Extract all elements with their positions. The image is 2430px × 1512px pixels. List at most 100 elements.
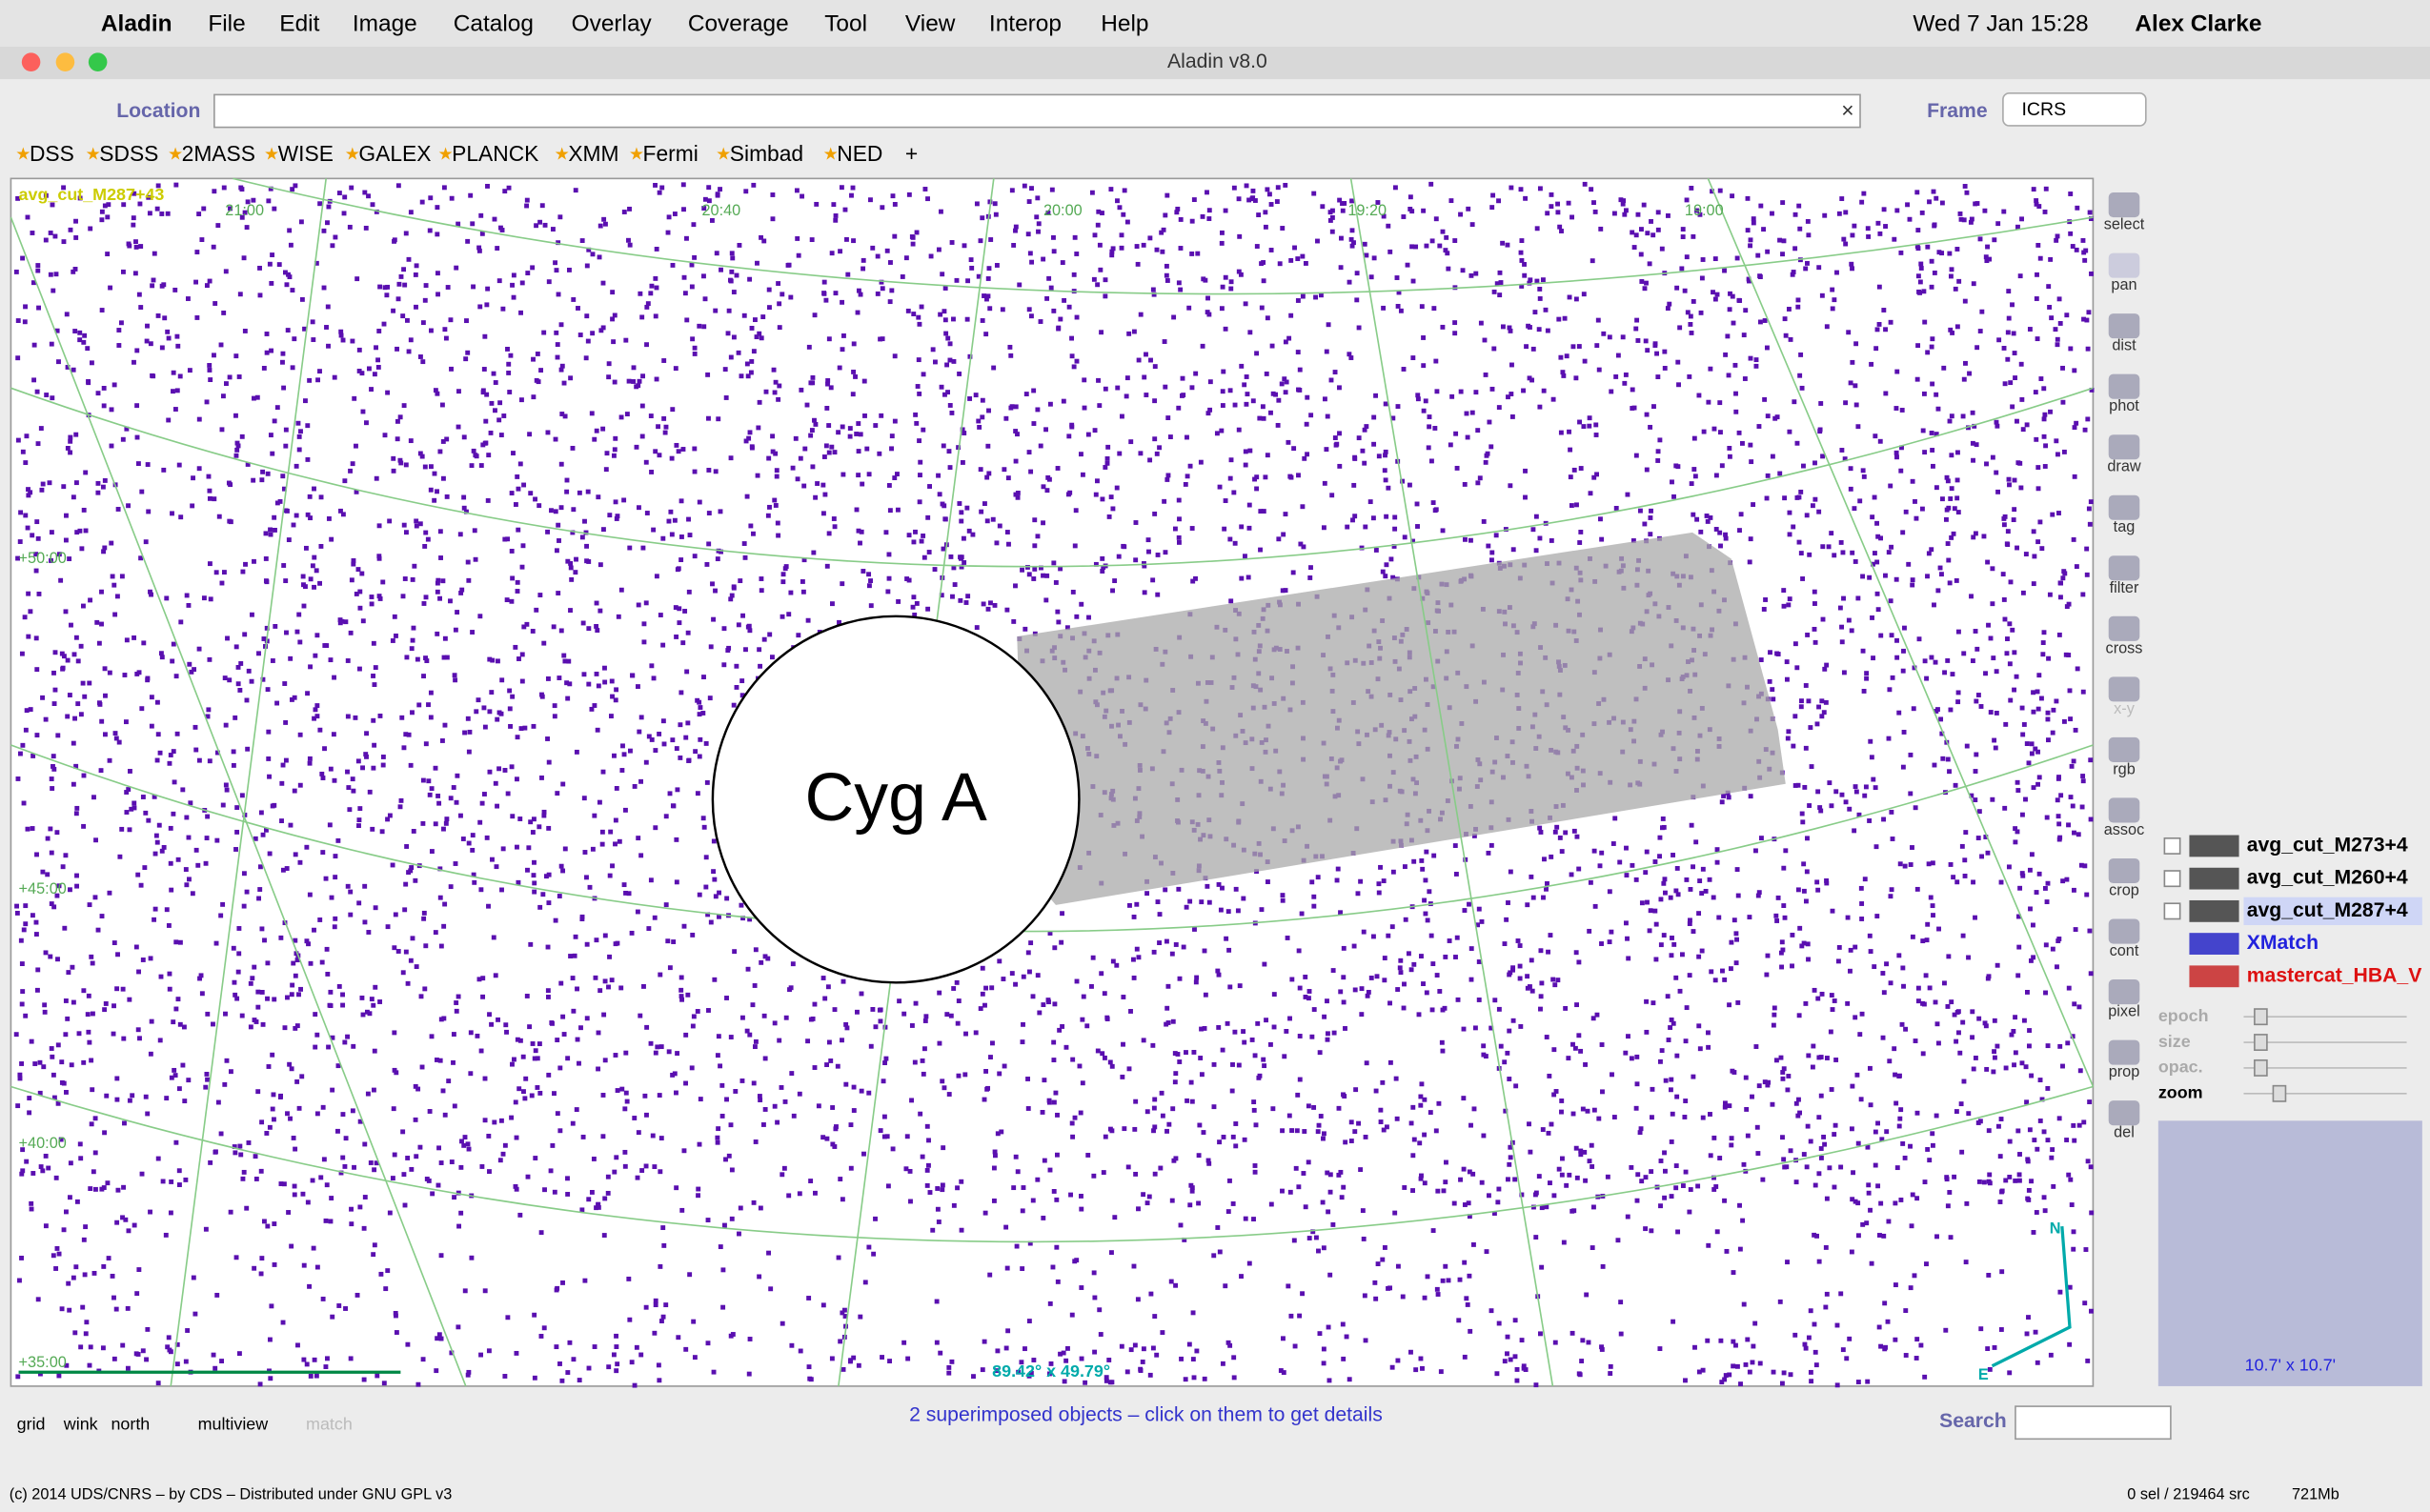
survey-star: ★ [555, 145, 570, 164]
tool-icon[interactable] [2109, 253, 2140, 278]
layer-name[interactable]: avg_cut_M273+4 [2247, 835, 2408, 857]
menu-item[interactable]: View [905, 11, 956, 37]
search-input[interactable] [2015, 1406, 2171, 1439]
menu-item[interactable]: File [208, 11, 245, 37]
slider-thumb[interactable] [2273, 1086, 2285, 1101]
menu-item[interactable]: Overlay [572, 11, 653, 37]
bottom-tool[interactable]: wink [63, 1414, 98, 1433]
tool-label[interactable]: pan [2111, 276, 2136, 293]
slider-label: size [2158, 1032, 2191, 1051]
tool-label[interactable]: x-y [2114, 700, 2136, 717]
bottom-tool[interactable]: match [306, 1414, 353, 1433]
layer-name[interactable]: avg_cut_M287+4 [2247, 899, 2408, 921]
tool-label[interactable]: cont [2110, 942, 2139, 959]
dec-label: +45:00 [19, 880, 67, 897]
tool-label[interactable]: prop [2109, 1063, 2140, 1080]
add-survey[interactable]: + [905, 141, 918, 166]
clear-icon[interactable]: × [1841, 97, 1853, 122]
tool-icon[interactable] [2109, 495, 2140, 520]
survey-button[interactable]: Fermi [643, 141, 699, 166]
survey-button[interactable]: DSS [30, 141, 74, 166]
tool-label[interactable]: draw [2107, 458, 2141, 475]
image-label: avg_cut_M287+43 [19, 185, 165, 204]
close-button[interactable] [22, 52, 41, 71]
tool-label[interactable]: tag [2114, 518, 2136, 535]
tool-icon[interactable] [2109, 676, 2140, 701]
tool-icon[interactable] [2109, 616, 2140, 641]
tool-label[interactable]: phot [2109, 397, 2139, 414]
survey-button[interactable]: PLANCK [452, 141, 538, 166]
dec-label: +50:00 [19, 550, 67, 567]
tool-icon[interactable] [2109, 374, 2140, 399]
layer-name[interactable]: avg_cut_M260+4 [2247, 867, 2408, 889]
copyright: (c) 2014 UDS/CNRS – by CDS – Distributed… [10, 1485, 453, 1502]
source-count: 0 sel / 219464 src [2127, 1485, 2250, 1502]
location-input[interactable] [214, 94, 1860, 127]
layer-checkbox[interactable] [2164, 838, 2179, 854]
slider-thumb[interactable] [2255, 1035, 2267, 1050]
bottom-tool[interactable]: multiview [198, 1414, 269, 1433]
slider-label: zoom [2158, 1083, 2203, 1102]
menu-item[interactable]: Interop [989, 11, 1062, 37]
object-label: Cyg A [805, 759, 987, 836]
tool-label[interactable]: assoc [2104, 821, 2145, 838]
slider-thumb[interactable] [2255, 1009, 2267, 1024]
survey-button[interactable]: NED [837, 141, 882, 166]
tool-label[interactable]: filter [2110, 579, 2139, 596]
tool-label[interactable]: dist [2112, 337, 2136, 354]
survey-button[interactable]: 2MASS [182, 141, 255, 166]
dec-label: +40:00 [19, 1135, 67, 1152]
app-menu[interactable]: Aladin [101, 11, 172, 37]
layer-name[interactable]: XMatch [2247, 932, 2319, 954]
menu-item[interactable]: Image [353, 11, 417, 37]
memory: 721Mb [2292, 1485, 2339, 1502]
tool-label[interactable]: pixel [2108, 1003, 2140, 1020]
survey-button[interactable]: XMM [568, 141, 618, 166]
tool-icon[interactable] [2109, 1040, 2140, 1065]
window-title: Aladin v8.0 [1167, 50, 1267, 72]
survey-star: ★ [345, 145, 360, 164]
menu-item[interactable]: Edit [279, 11, 319, 37]
tool-icon[interactable] [2109, 313, 2140, 338]
survey-star: ★ [823, 145, 839, 164]
frame-value[interactable]: ICRS [2021, 99, 2066, 120]
tool-label[interactable]: crop [2109, 881, 2139, 898]
layer-checkbox[interactable] [2164, 903, 2179, 918]
tool-label[interactable]: rgb [2113, 760, 2136, 777]
menu-item[interactable]: Tool [824, 11, 867, 37]
menu-item[interactable]: Help [1101, 11, 1148, 37]
survey-button[interactable]: WISE [278, 141, 334, 166]
clock: Wed 7 Jan 15:28 [1913, 11, 2088, 37]
tool-icon[interactable] [2109, 858, 2140, 883]
tool-icon[interactable] [2109, 797, 2140, 822]
layer-name[interactable]: mastercat_HBA_V [2247, 964, 2422, 986]
survey-button[interactable]: Simbad [730, 141, 803, 166]
east-label: E [1978, 1366, 1989, 1383]
bottom-tool[interactable]: north [111, 1414, 150, 1433]
layer-checkbox[interactable] [2164, 871, 2179, 886]
bottom-tool[interactable]: grid [17, 1414, 46, 1433]
layer-icon [2189, 900, 2238, 922]
menu-item[interactable]: Coverage [688, 11, 789, 37]
dec-label: +35:00 [19, 1354, 67, 1371]
tool-icon[interactable] [2109, 434, 2140, 459]
tool-label[interactable]: del [2114, 1124, 2135, 1141]
user-name: Alex Clarke [2135, 11, 2261, 37]
ra-label: 20:00 [1043, 202, 1083, 219]
tool-icon[interactable] [2109, 919, 2140, 944]
tool-icon[interactable] [2109, 1100, 2140, 1125]
tool-label[interactable]: cross [2106, 639, 2143, 656]
tool-icon[interactable] [2109, 979, 2140, 1004]
survey-button[interactable]: SDSS [99, 141, 158, 166]
survey-button[interactable]: GALEX [358, 141, 431, 166]
slider-thumb[interactable] [2255, 1060, 2267, 1076]
layer-icon [2189, 933, 2238, 955]
tool-icon[interactable] [2109, 737, 2140, 762]
tool-icon[interactable] [2109, 555, 2140, 580]
zoom-button[interactable] [89, 52, 108, 71]
menu-item[interactable]: Catalog [454, 11, 534, 37]
tool-label[interactable]: select [2104, 216, 2145, 233]
minimize-button[interactable] [56, 52, 75, 71]
tool-icon[interactable] [2109, 192, 2140, 217]
